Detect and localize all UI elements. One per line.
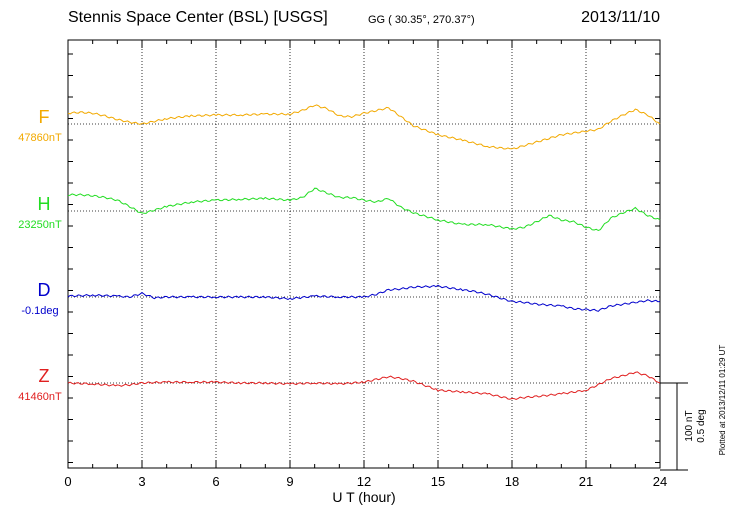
plotted-at-note: Plotted at 2013/12/11 01:29 UT — [718, 345, 727, 456]
x-tick-label: 0 — [64, 474, 71, 489]
series-name-label: F — [39, 107, 50, 127]
x-tick-label: 9 — [286, 474, 293, 489]
x-tick-label: 24 — [653, 474, 667, 489]
chart-title: Stennis Space Center (BSL) [USGS] — [68, 9, 328, 26]
x-tick-label: 12 — [357, 474, 371, 489]
series-name-label: H — [38, 194, 51, 214]
x-tick-label: 18 — [505, 474, 519, 489]
x-tick-label: 15 — [431, 474, 445, 489]
series-baseline-label: -0.1deg — [21, 305, 58, 317]
series-line-z — [67, 371, 661, 401]
series-baseline-label: 47860nT — [18, 132, 62, 144]
scale-label-nt: 100 nT — [684, 410, 695, 441]
series-line-h — [67, 187, 661, 232]
series-line-d — [67, 284, 661, 312]
x-axis-label: U T (hour) — [332, 489, 395, 505]
chart-date: 2013/11/10 — [581, 9, 660, 26]
x-tick-label: 3 — [138, 474, 145, 489]
x-tick-label: 6 — [212, 474, 219, 489]
scale-label-deg: 0.5 deg — [696, 409, 707, 442]
series-baseline-label: 41460nT — [18, 391, 62, 403]
x-tick-label: 21 — [579, 474, 593, 489]
series-name-label: D — [38, 280, 51, 300]
series-line-f — [67, 104, 661, 150]
station-coordinates: GG ( 30.35°, 270.37°) — [368, 14, 475, 26]
series-baseline-label: 23250nT — [18, 219, 62, 231]
series-name-label: Z — [39, 366, 50, 386]
